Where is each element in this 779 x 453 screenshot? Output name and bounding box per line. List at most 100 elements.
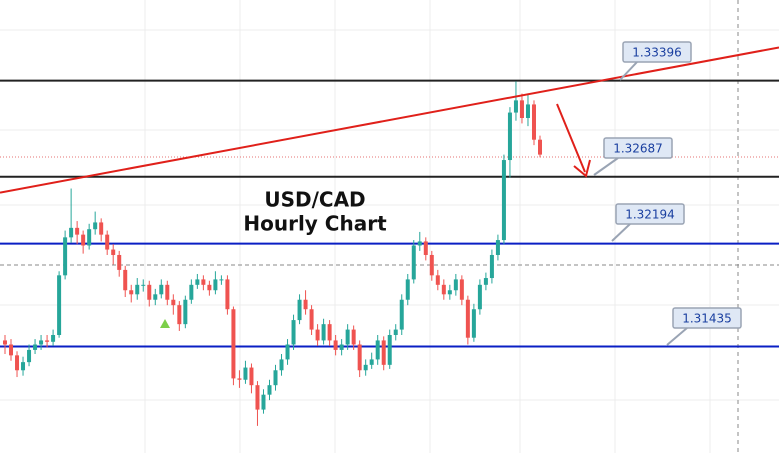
candle-body — [69, 227, 74, 238]
candle-body — [513, 100, 518, 113]
candle-body — [327, 324, 332, 341]
trend — [0, 46, 779, 194]
candle-body — [147, 284, 152, 300]
candle-body — [315, 329, 320, 341]
candle-body — [3, 340, 7, 345]
level-labels: 1.33396 1.32687 1.32194 1.31435 — [593, 41, 742, 346]
candle-body — [345, 329, 350, 345]
candle-body — [381, 340, 386, 365]
arrow-head — [573, 159, 591, 178]
candle-body — [387, 335, 392, 365]
candle-body — [39, 340, 44, 345]
candle-body — [411, 245, 416, 280]
candle-body — [279, 359, 284, 371]
candle-body — [63, 237, 68, 276]
candle-body — [429, 254, 434, 276]
candle-body — [405, 279, 410, 300]
candle-body — [321, 324, 326, 341]
candle-body — [111, 249, 116, 255]
candle-body — [45, 340, 50, 342]
candle-body — [267, 385, 272, 395]
candle-body — [123, 269, 128, 291]
candle-body — [309, 309, 314, 330]
candle-body — [15, 355, 20, 371]
candle-body — [159, 284, 164, 295]
candle-body — [99, 222, 104, 235]
label-box — [603, 137, 673, 159]
candle-body — [189, 284, 194, 300]
chart-title: USD/CAD — [264, 188, 365, 212]
candle-body — [87, 229, 92, 246]
candle-body — [21, 362, 26, 371]
candle-body — [483, 278, 488, 285]
candle-body — [243, 367, 248, 380]
label-pointer — [619, 61, 638, 81]
candle-body — [183, 299, 188, 325]
candle-body — [501, 160, 506, 241]
candle-body — [471, 309, 476, 338]
candle-body — [273, 370, 278, 386]
candle-body — [423, 241, 428, 255]
label-pointer — [611, 223, 631, 242]
levels — [0, 79, 779, 348]
candle-body — [417, 241, 422, 246]
candle-body — [117, 254, 122, 270]
candle-body — [375, 340, 380, 360]
level-label: 1.32687 — [613, 142, 663, 156]
candle-body — [285, 344, 290, 360]
candle-body — [129, 290, 134, 295]
candle-body — [219, 279, 224, 281]
candle-body — [33, 344, 38, 350]
candle-body — [213, 279, 218, 291]
candle-body — [207, 284, 212, 291]
label-pointer — [666, 327, 688, 346]
candle-body — [153, 294, 158, 300]
candle-body — [363, 364, 368, 371]
candle-body — [339, 344, 344, 350]
candle-body — [249, 367, 254, 386]
candle-body — [489, 254, 494, 279]
candle-body — [459, 279, 464, 300]
candle-body — [351, 329, 356, 345]
candle-body — [525, 104, 530, 118]
candle-body — [57, 275, 62, 336]
candle-body — [165, 284, 170, 300]
candle-body — [357, 344, 362, 371]
candle-body — [75, 227, 80, 235]
candle-body — [9, 344, 14, 356]
candle-body — [453, 279, 458, 291]
candle-body — [393, 329, 398, 336]
candle-body — [495, 240, 500, 255]
candle-body — [435, 275, 440, 285]
candle-body — [255, 385, 260, 410]
candle-body — [399, 299, 404, 330]
candle-body — [477, 284, 482, 310]
candle-body — [171, 299, 176, 306]
candle-body — [177, 305, 182, 325]
candle-body — [369, 359, 374, 365]
candle-body — [195, 279, 200, 285]
candle-body — [261, 394, 266, 410]
candle-body — [441, 284, 446, 295]
candle-body — [27, 349, 32, 363]
arrow-shaft — [556, 103, 586, 173]
candle-body — [519, 100, 524, 118]
candle-body — [105, 234, 110, 250]
candle-body — [93, 222, 98, 230]
candle-body — [531, 104, 536, 140]
trendline — [0, 46, 779, 194]
candle-body — [465, 299, 470, 338]
label-box — [622, 41, 692, 63]
label-box — [615, 203, 685, 225]
candle-body — [303, 299, 308, 310]
candle-body — [297, 299, 302, 321]
label-pointer — [593, 157, 619, 176]
candle-body — [538, 139, 542, 155]
candle-body — [141, 284, 146, 286]
candles — [3, 81, 542, 426]
chart-subtitle: Hourly Chart — [243, 212, 387, 236]
candle-body — [51, 335, 56, 342]
candle-body — [231, 309, 236, 379]
